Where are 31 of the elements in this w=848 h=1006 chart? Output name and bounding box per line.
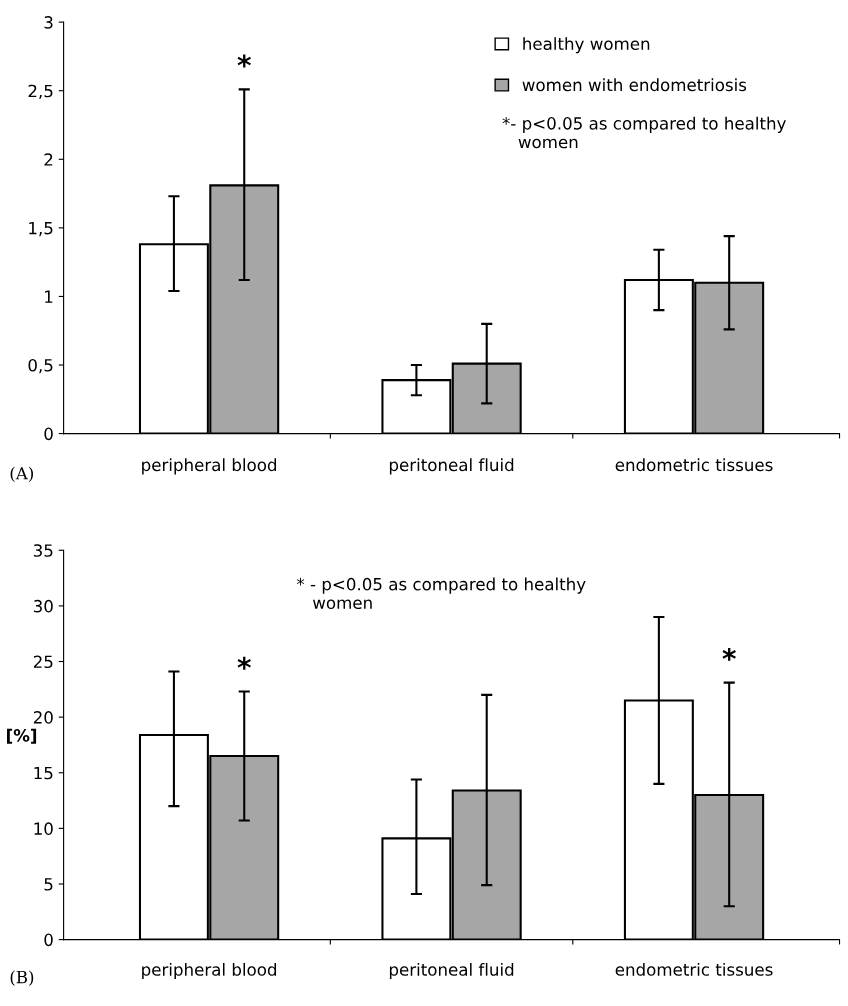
y-tick-label: 15 [34,766,53,780]
y-tick-label: 0 [44,427,53,441]
annotation: *- p<0.05 as compared to healthy women [502,116,786,149]
text: (B) [10,970,34,986]
y-tick-label: 0,5 [28,358,53,374]
y-tick-label: 5 [44,878,53,891]
y-tick-label: 30 [33,599,53,613]
y-tick-label: 35 [33,544,53,557]
annotation: * [237,656,251,670]
y-tick-label: 25 [33,655,53,669]
annotation: * - p<0.05 as compared to healthy women [296,577,586,610]
legend-label: women with endometriosis [522,78,747,92]
x-tick-label: peritoneal fluid [389,962,514,980]
x-tick-label: endometric tissues [615,962,773,976]
y-tick-label: 3 [44,16,53,29]
y-tick-label: 2 [44,153,53,166]
x-tick-label: endometric tissues [615,458,773,472]
y-tick-label: 1 [45,290,53,303]
y-tick-label: 0 [44,933,53,947]
legend-label: healthy women [523,37,650,54]
y-tick-label: 10 [34,822,53,835]
x-tick-label: peritoneal fluid [389,458,514,475]
y-tick-label: 1,5 [29,222,53,237]
y-tick-label: 20 [33,711,53,724]
annotation: * [722,647,736,661]
text: (A) [10,466,34,482]
annotation: * [237,54,251,68]
x-tick-label: peripheral blood [142,458,277,475]
x-tick-label: peripheral blood [142,962,277,980]
y-tick-label: 2,5 [28,84,53,99]
y-axis-title: [%] [7,728,37,744]
